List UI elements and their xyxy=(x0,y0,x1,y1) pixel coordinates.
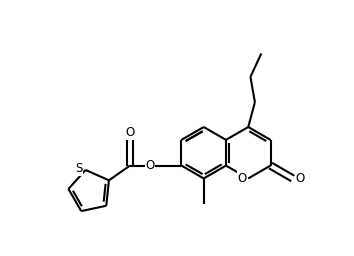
Text: O: O xyxy=(295,172,304,185)
Text: S: S xyxy=(75,163,82,175)
Text: O: O xyxy=(238,172,247,185)
Text: O: O xyxy=(125,126,135,140)
Text: O: O xyxy=(145,159,154,172)
